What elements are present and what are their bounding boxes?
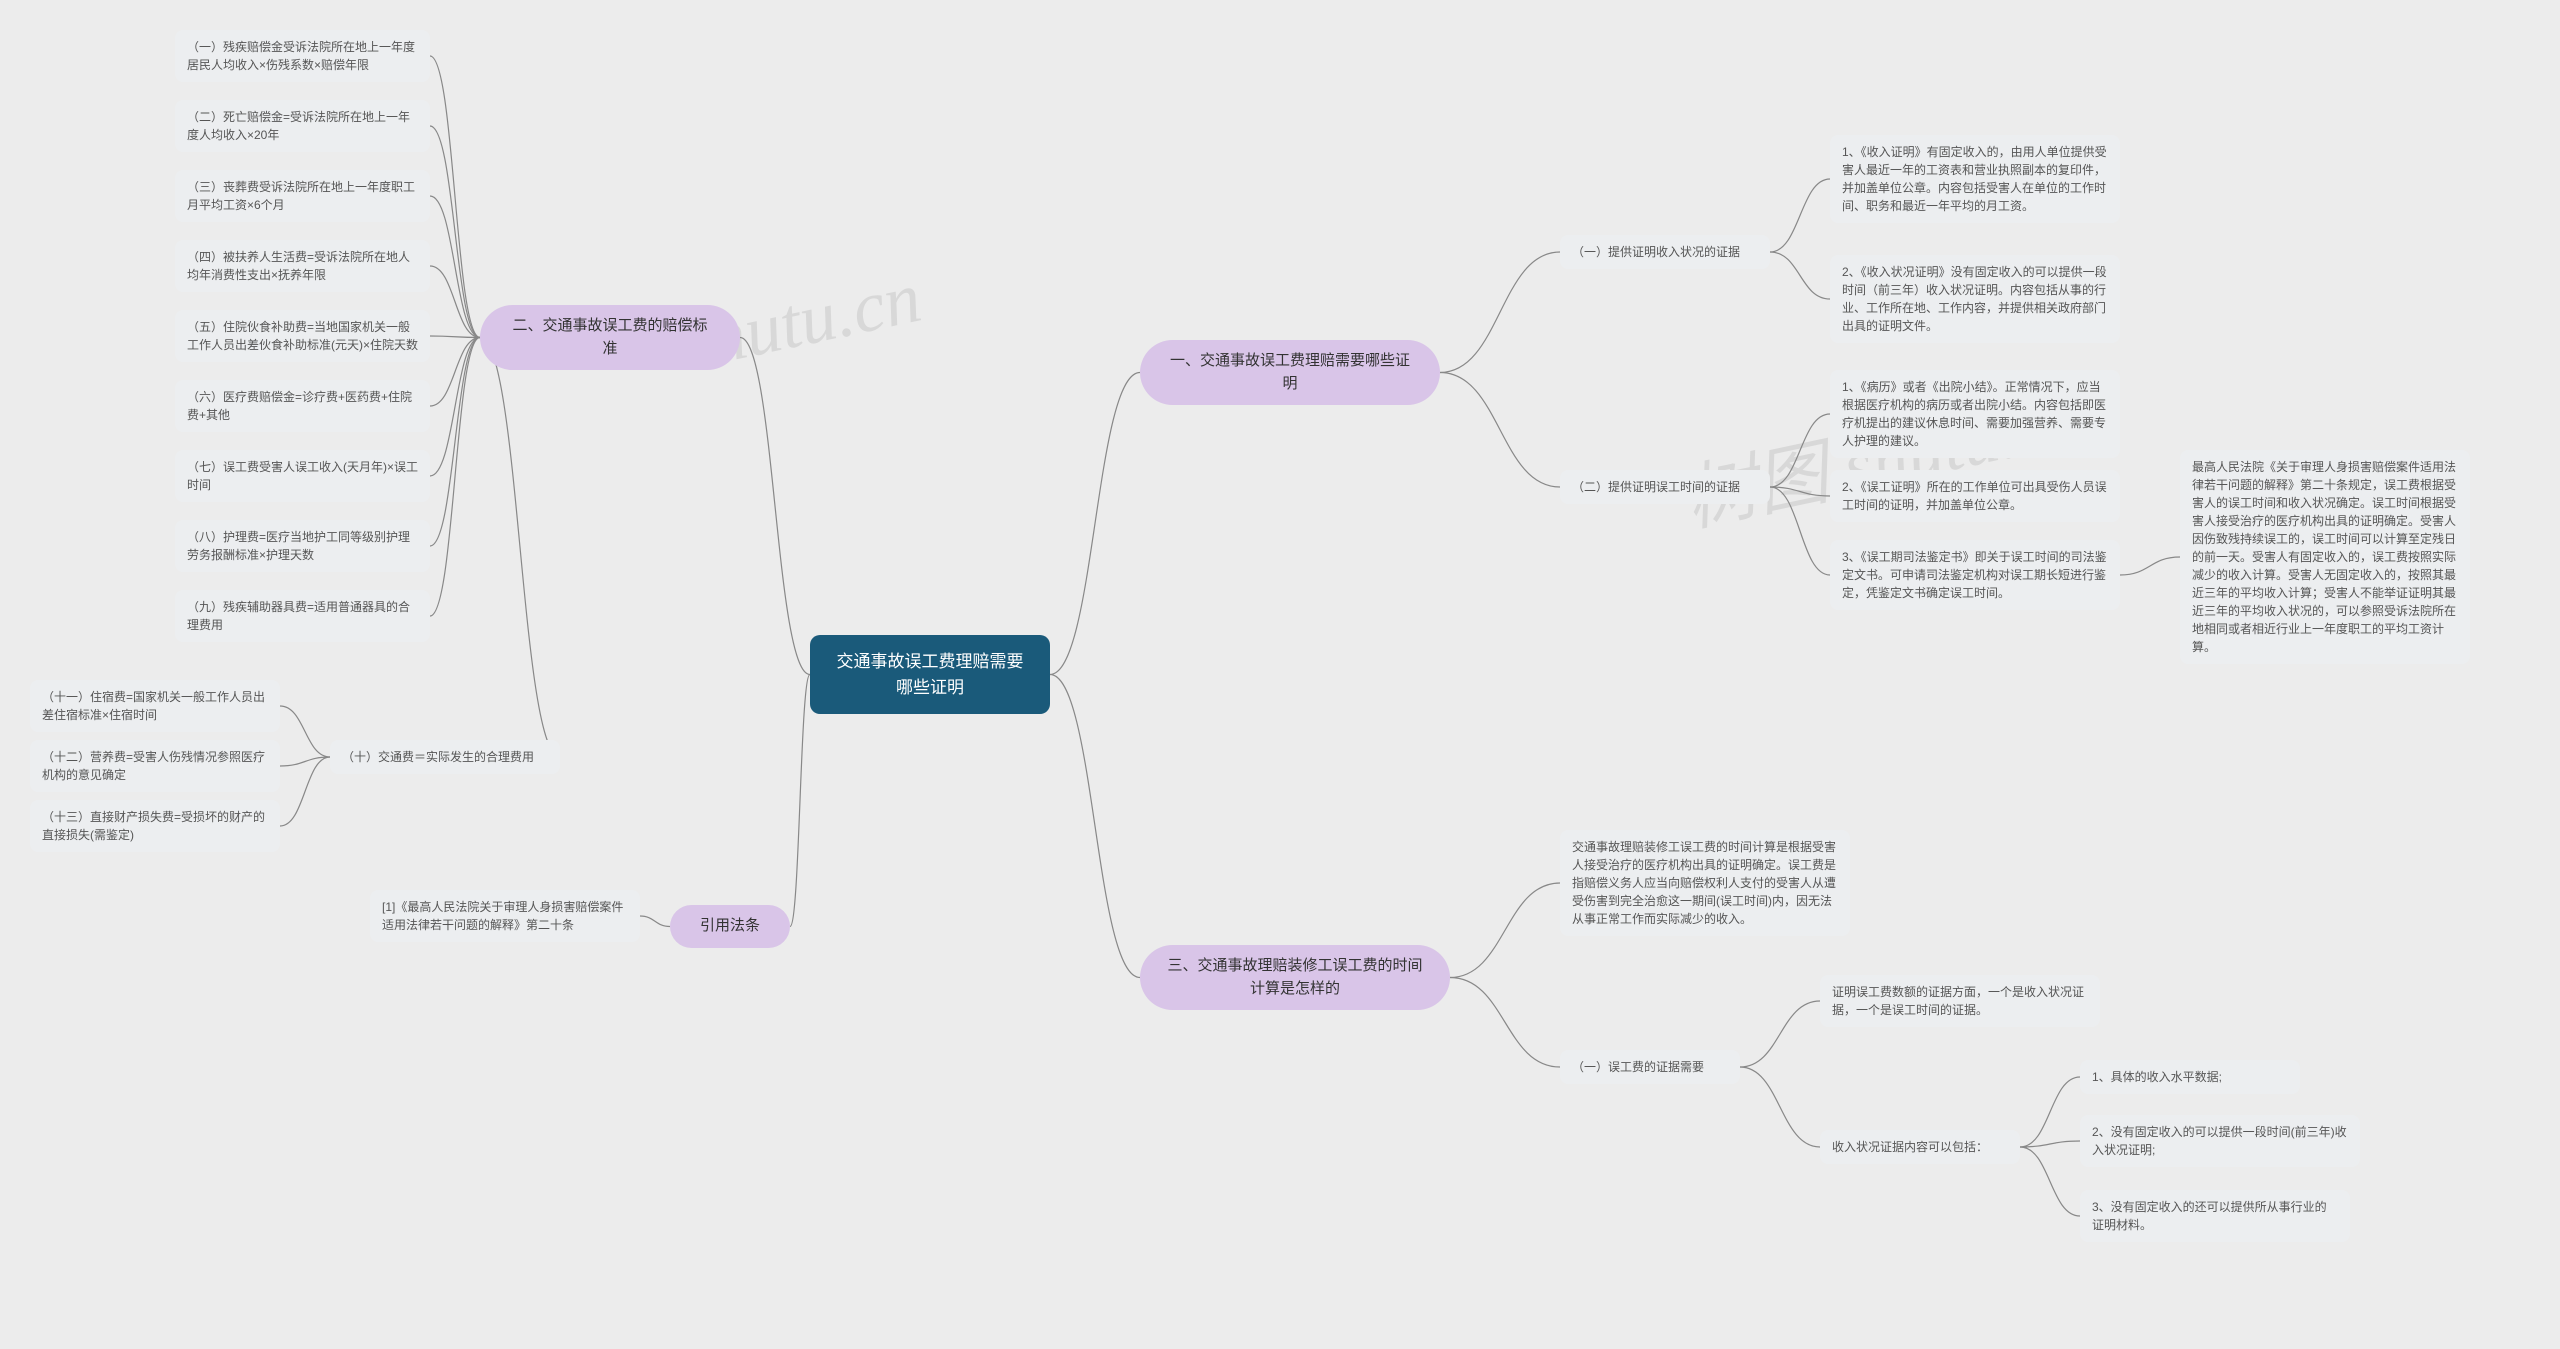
leaf-node[interactable]: 2、没有固定收入的可以提供一段时间(前三年)收入状况证明; — [2080, 1115, 2360, 1167]
leaf-node[interactable]: （六）医疗费赔偿金=诊疗费+医药费+住院费+其他 — [175, 380, 430, 432]
leaf-node[interactable]: 1、《病历》或者《出院小结》。正常情况下，应当根据医疗机构的病历或者出院小结。内… — [1830, 370, 2120, 458]
leaf-node[interactable]: 3、《误工期司法鉴定书》即关于误工时间的司法鉴定文书。可申请司法鉴定机构对误工期… — [1830, 540, 2120, 610]
leaf-node[interactable]: （二）死亡赔偿金=受诉法院所在地上一年度人均收入×20年 — [175, 100, 430, 152]
branch-node-2[interactable]: 二、交通事故误工费的赔偿标准 — [480, 305, 740, 370]
leaf-node[interactable]: 2、《误工证明》所在的工作单位可出具受伤人员误工时间的证明，并加盖单位公章。 — [1830, 470, 2120, 522]
leaf-node[interactable]: （一）残疾赔偿金受诉法院所在地上一年度居民人均收入×伤残系数×赔偿年限 — [175, 30, 430, 82]
branch-node-4[interactable]: 引用法条 — [670, 905, 790, 948]
leaf-node[interactable]: （十二）营养费=受害人伤残情况参照医疗机构的意见确定 — [30, 740, 280, 792]
leaf-node[interactable]: （四）被扶养人生活费=受诉法院所在地人均年消费性支出×抚养年限 — [175, 240, 430, 292]
leaf-node[interactable]: （三）丧葬费受诉法院所在地上一年度职工月平均工资×6个月 — [175, 170, 430, 222]
leaf-node[interactable]: （一）误工费的证据需要 — [1560, 1050, 1740, 1084]
leaf-node[interactable]: （十一）住宿费=国家机关一般工作人员出差住宿标准×住宿时间 — [30, 680, 280, 732]
leaf-node[interactable]: 2、《收入状况证明》没有固定收入的可以提供一段时间（前三年）收入状况证明。内容包… — [1830, 255, 2120, 343]
branch-node-3[interactable]: 三、交通事故理赔装修工误工费的时间计算是怎样的 — [1140, 945, 1450, 1010]
leaf-node[interactable]: 最高人民法院《关于审理人身损害赔偿案件适用法律若干问题的解释》第二十条规定，误工… — [2180, 450, 2470, 664]
leaf-node[interactable]: 收入状况证据内容可以包括： — [1820, 1130, 2020, 1164]
leaf-node[interactable]: （九）残疾辅助器具费=适用普通器具的合理费用 — [175, 590, 430, 642]
leaf-node[interactable]: （二）提供证明误工时间的证据 — [1560, 470, 1770, 504]
leaf-node[interactable]: 证明误工费数额的证据方面，一个是收入状况证据，一个是误工时间的证据。 — [1820, 975, 2100, 1027]
leaf-node[interactable]: （十）交通费＝实际发生的合理费用 — [330, 740, 560, 774]
leaf-node[interactable]: （十三）直接财产损失费=受损坏的财产的直接损失(需鉴定) — [30, 800, 280, 852]
leaf-node[interactable]: （一）提供证明收入状况的证据 — [1560, 235, 1770, 269]
leaf-node[interactable]: 1、具体的收入水平数据; — [2080, 1060, 2300, 1094]
leaf-node[interactable]: [1]《最高人民法院关于审理人身损害赔偿案件适用法律若干问题的解释》第二十条 — [370, 890, 640, 942]
leaf-node[interactable]: （八）护理费=医疗当地护工同等级别护理劳务报酬标准×护理天数 — [175, 520, 430, 572]
leaf-node[interactable]: 1、《收入证明》有固定收入的，由用人单位提供受害人最近一年的工资表和营业执照副本… — [1830, 135, 2120, 223]
leaf-node[interactable]: 交通事故理赔装修工误工费的时间计算是根据受害人接受治疗的医疗机构出具的证明确定。… — [1560, 830, 1850, 936]
branch-node-1[interactable]: 一、交通事故误工费理赔需要哪些证明 — [1140, 340, 1440, 405]
leaf-node[interactable]: 3、没有固定收入的还可以提供所从事行业的证明材料。 — [2080, 1190, 2350, 1242]
center-node[interactable]: 交通事故误工费理赔需要哪些证明 — [810, 635, 1050, 714]
mindmap-canvas: shutu.cn 树图 shutu.cn 交通事故误工费理赔需要哪些证明 一、交… — [0, 0, 2560, 1349]
leaf-node[interactable]: （七）误工费受害人误工收入(天月年)×误工时间 — [175, 450, 430, 502]
leaf-node[interactable]: （五）住院伙食补助费=当地国家机关一般工作人员出差伙食补助标准(元天)×住院天数 — [175, 310, 430, 362]
